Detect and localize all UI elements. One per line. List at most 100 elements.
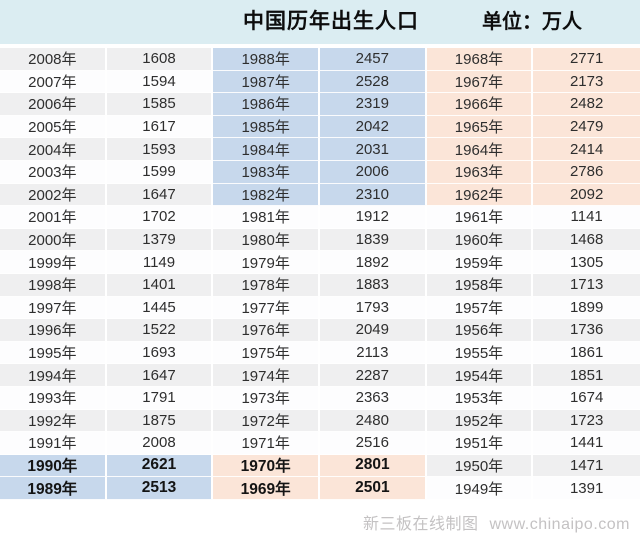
- year-cell: 1988年: [213, 48, 320, 71]
- table-row: 1998年 1401 1978年 1883 1958年 1713: [0, 273, 640, 297]
- value-cell: 1522: [106, 319, 214, 342]
- value-cell: 2457: [319, 48, 427, 71]
- year-cell: 2008年: [0, 48, 107, 71]
- table-row: 1989年 2513 1969年 2501 1949年 1391: [0, 477, 640, 500]
- value-cell: 1305: [533, 251, 640, 274]
- value-cell: 1468: [533, 228, 640, 252]
- year-cell: 1962年: [426, 183, 534, 207]
- year-cell: 2007年: [0, 70, 107, 94]
- year-cell: 1954年: [426, 364, 534, 387]
- page-title: 中国历年出生人口: [243, 10, 419, 33]
- value-cell: 2363: [319, 386, 427, 410]
- year-cell: 1977年: [213, 296, 320, 320]
- value-cell: 1791: [106, 386, 214, 410]
- footer-credit: 新三板在线制图: [363, 516, 479, 533]
- year-cell: 1950年: [426, 454, 534, 478]
- year-cell: 1974年: [213, 364, 320, 387]
- value-cell: 1693: [106, 341, 214, 365]
- value-cell: 1471: [533, 454, 640, 478]
- value-cell: 2319: [319, 93, 427, 116]
- year-cell: 1958年: [426, 273, 534, 297]
- year-cell: 1952年: [426, 409, 534, 433]
- table-row: 2001年 1702 1981年 1912 1961年 1141: [0, 206, 640, 229]
- value-cell: 2113: [319, 341, 427, 365]
- year-cell: 1979年: [213, 251, 320, 274]
- year-cell: 2005年: [0, 115, 107, 139]
- value-cell: 1713: [533, 273, 640, 297]
- value-cell: 2049: [319, 319, 427, 342]
- table-row: 2006年 1585 1986年 2319 1966年 2482: [0, 93, 640, 116]
- year-cell: 1998年: [0, 273, 107, 297]
- value-cell: 1617: [106, 115, 214, 139]
- year-cell: 1970年: [213, 454, 320, 478]
- value-cell: 1736: [533, 319, 640, 342]
- year-cell: 1981年: [213, 206, 320, 229]
- year-cell: 1963年: [426, 160, 534, 184]
- value-cell: 1861: [533, 341, 640, 365]
- year-cell: 1969年: [213, 477, 320, 500]
- year-cell: 2002年: [0, 183, 107, 207]
- year-cell: 1996年: [0, 319, 107, 342]
- year-cell: 1978年: [213, 273, 320, 297]
- year-cell: 1992年: [0, 409, 107, 433]
- year-cell: 1968年: [426, 48, 534, 71]
- value-cell: 2480: [319, 409, 427, 433]
- year-cell: 1984年: [213, 138, 320, 161]
- value-cell: 1702: [106, 206, 214, 229]
- table-row: 1990年 2621 1970年 2801 1950年 1471: [0, 454, 640, 478]
- value-cell: 1391: [533, 477, 640, 500]
- value-cell: 1149: [106, 251, 214, 274]
- value-cell: 1441: [533, 432, 640, 455]
- value-cell: 1912: [319, 206, 427, 229]
- value-cell: 1793: [319, 296, 427, 320]
- year-cell: 1967年: [426, 70, 534, 94]
- value-cell: 1585: [106, 93, 214, 116]
- value-cell: 1647: [106, 364, 214, 387]
- table-row: 1996年 1522 1976年 2049 1956年 1736: [0, 319, 640, 342]
- table-row: 1993年 1791 1973年 2363 1953年 1674: [0, 386, 640, 410]
- value-cell: 2031: [319, 138, 427, 161]
- value-cell: 1593: [106, 138, 214, 161]
- value-cell: 2528: [319, 70, 427, 94]
- year-cell: 1960年: [426, 228, 534, 252]
- value-cell: 1839: [319, 228, 427, 252]
- year-cell: 1989年: [0, 477, 107, 500]
- value-cell: 1647: [106, 183, 214, 207]
- year-cell: 2003年: [0, 160, 107, 184]
- year-cell: 1951年: [426, 432, 534, 455]
- value-cell: 2173: [533, 70, 640, 94]
- table-row: 1991年 2008 1971年 2516 1951年 1441: [0, 432, 640, 455]
- year-cell: 1956年: [426, 319, 534, 342]
- year-cell: 1987年: [213, 70, 320, 94]
- table-row: 1997年 1445 1977年 1793 1957年 1899: [0, 296, 640, 320]
- table-row: 1992年 1875 1972年 2480 1952年 1723: [0, 409, 640, 433]
- value-cell: 1883: [319, 273, 427, 297]
- footer-credit-line: 新三板在线制图 www.chinaipo.com: [357, 510, 630, 534]
- value-cell: 2006: [319, 160, 427, 184]
- table-row: 1999年 1149 1979年 1892 1959年 1305: [0, 251, 640, 274]
- footer-site: www.chinaipo.com: [489, 516, 630, 533]
- table-header: 中国历年出生人口 单位：万人: [0, 0, 640, 44]
- year-cell: 1982年: [213, 183, 320, 207]
- value-cell: 1599: [106, 160, 214, 184]
- value-cell: 1723: [533, 409, 640, 433]
- table-row: 1994年 1647 1974年 2287 1954年 1851: [0, 364, 640, 387]
- value-cell: 2513: [106, 477, 214, 500]
- value-cell: 2287: [319, 364, 427, 387]
- value-cell: 1608: [106, 48, 214, 71]
- table-row: 2005年 1617 1985年 2042 1965年 2479: [0, 115, 640, 139]
- year-cell: 1973年: [213, 386, 320, 410]
- year-cell: 1949年: [426, 477, 534, 500]
- value-cell: 1892: [319, 251, 427, 274]
- value-cell: 2516: [319, 432, 427, 455]
- value-cell: 1674: [533, 386, 640, 410]
- year-cell: 1983年: [213, 160, 320, 184]
- value-cell: 1445: [106, 296, 214, 320]
- year-cell: 2001年: [0, 206, 107, 229]
- value-cell: 2479: [533, 115, 640, 139]
- year-cell: 1990年: [0, 454, 107, 478]
- value-cell: 1401: [106, 273, 214, 297]
- birth-table: 2008年 1608 1988年 2457 1968年 2771 2007年 1594 1987…: [0, 48, 640, 500]
- year-cell: 1975年: [213, 341, 320, 365]
